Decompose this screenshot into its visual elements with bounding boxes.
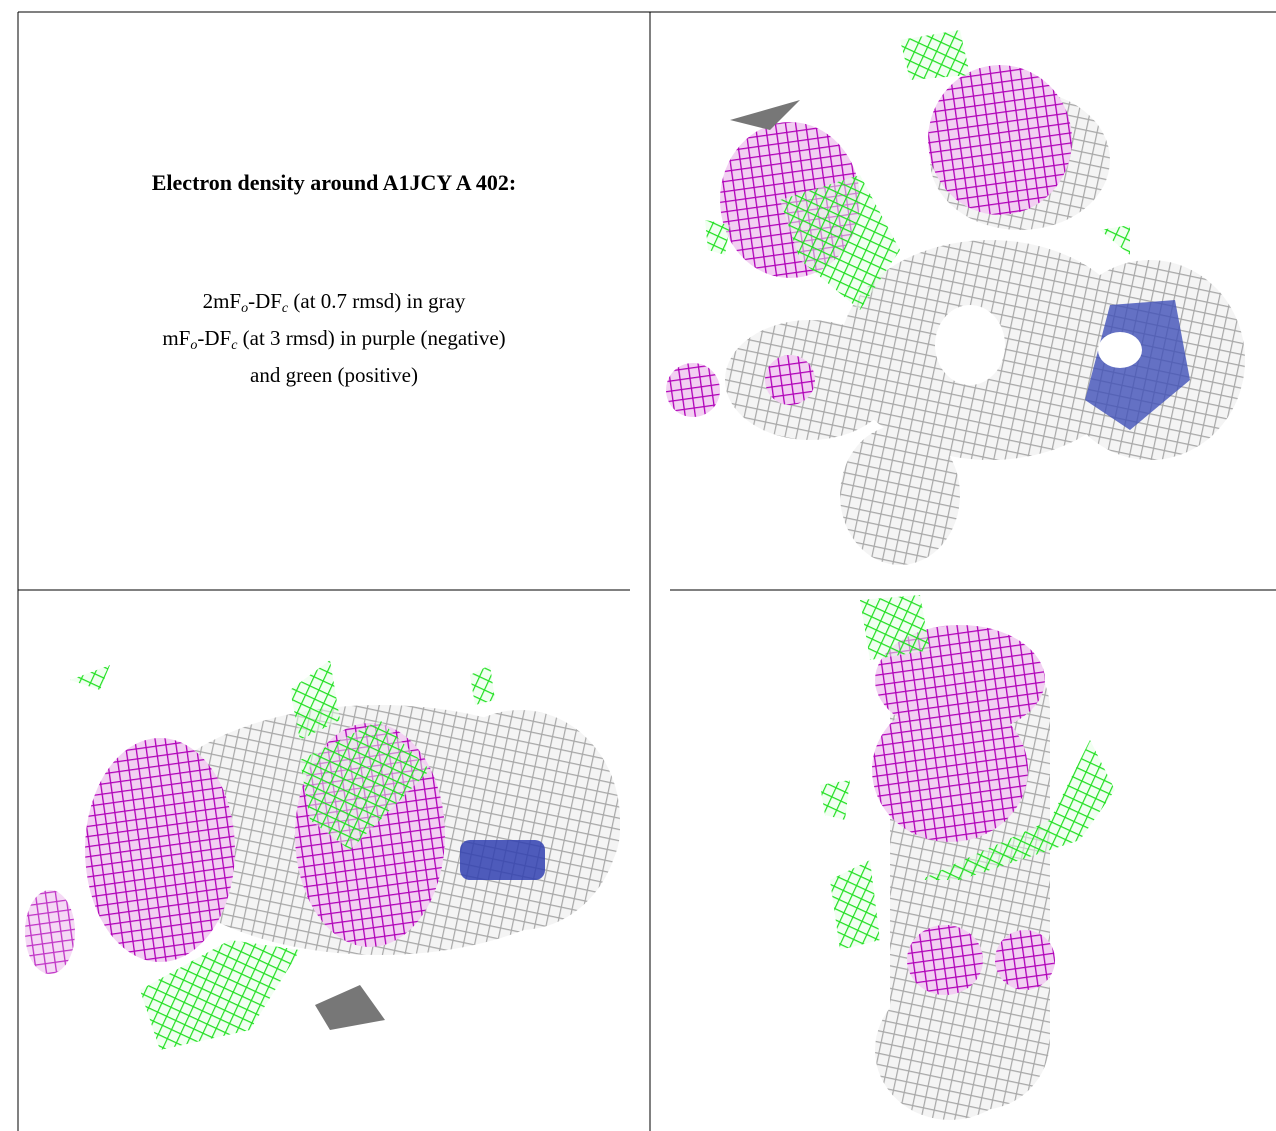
subscript: c — [231, 338, 238, 353]
caption-text: mF — [162, 326, 191, 350]
table-borders — [17, 11, 1276, 1131]
caption-line: 2mFo-DFc (at 0.7 rmsd) in gray — [18, 283, 650, 320]
subscript: o — [241, 301, 249, 316]
caption-line: mFo-DFc (at 3 rmsd) in purple (negative) — [18, 320, 650, 357]
caption-lines: 2mFo-DFc (at 0.7 rmsd) in gray mFo-DFc (a… — [18, 283, 650, 394]
density-view-bottom-right — [820, 595, 1115, 1120]
caption-text: 2mF — [202, 289, 242, 313]
density-view-bottom-left — [25, 660, 620, 1050]
caption-text: and green (positive) — [250, 363, 418, 387]
subscript: c — [281, 301, 289, 316]
density-view-top — [666, 30, 1245, 565]
caption-line: and green (positive) — [18, 357, 650, 394]
caption-text: -DF — [248, 289, 282, 313]
caption-text: (at 3 rmsd) in purple (negative) — [237, 326, 506, 350]
caption-text: (at 0.7 rmsd) in gray — [288, 289, 466, 313]
caption-text: -DF — [197, 326, 232, 350]
subscript: o — [190, 338, 198, 353]
caption-title: Electron density around A1JCY A 402: — [151, 170, 517, 195]
